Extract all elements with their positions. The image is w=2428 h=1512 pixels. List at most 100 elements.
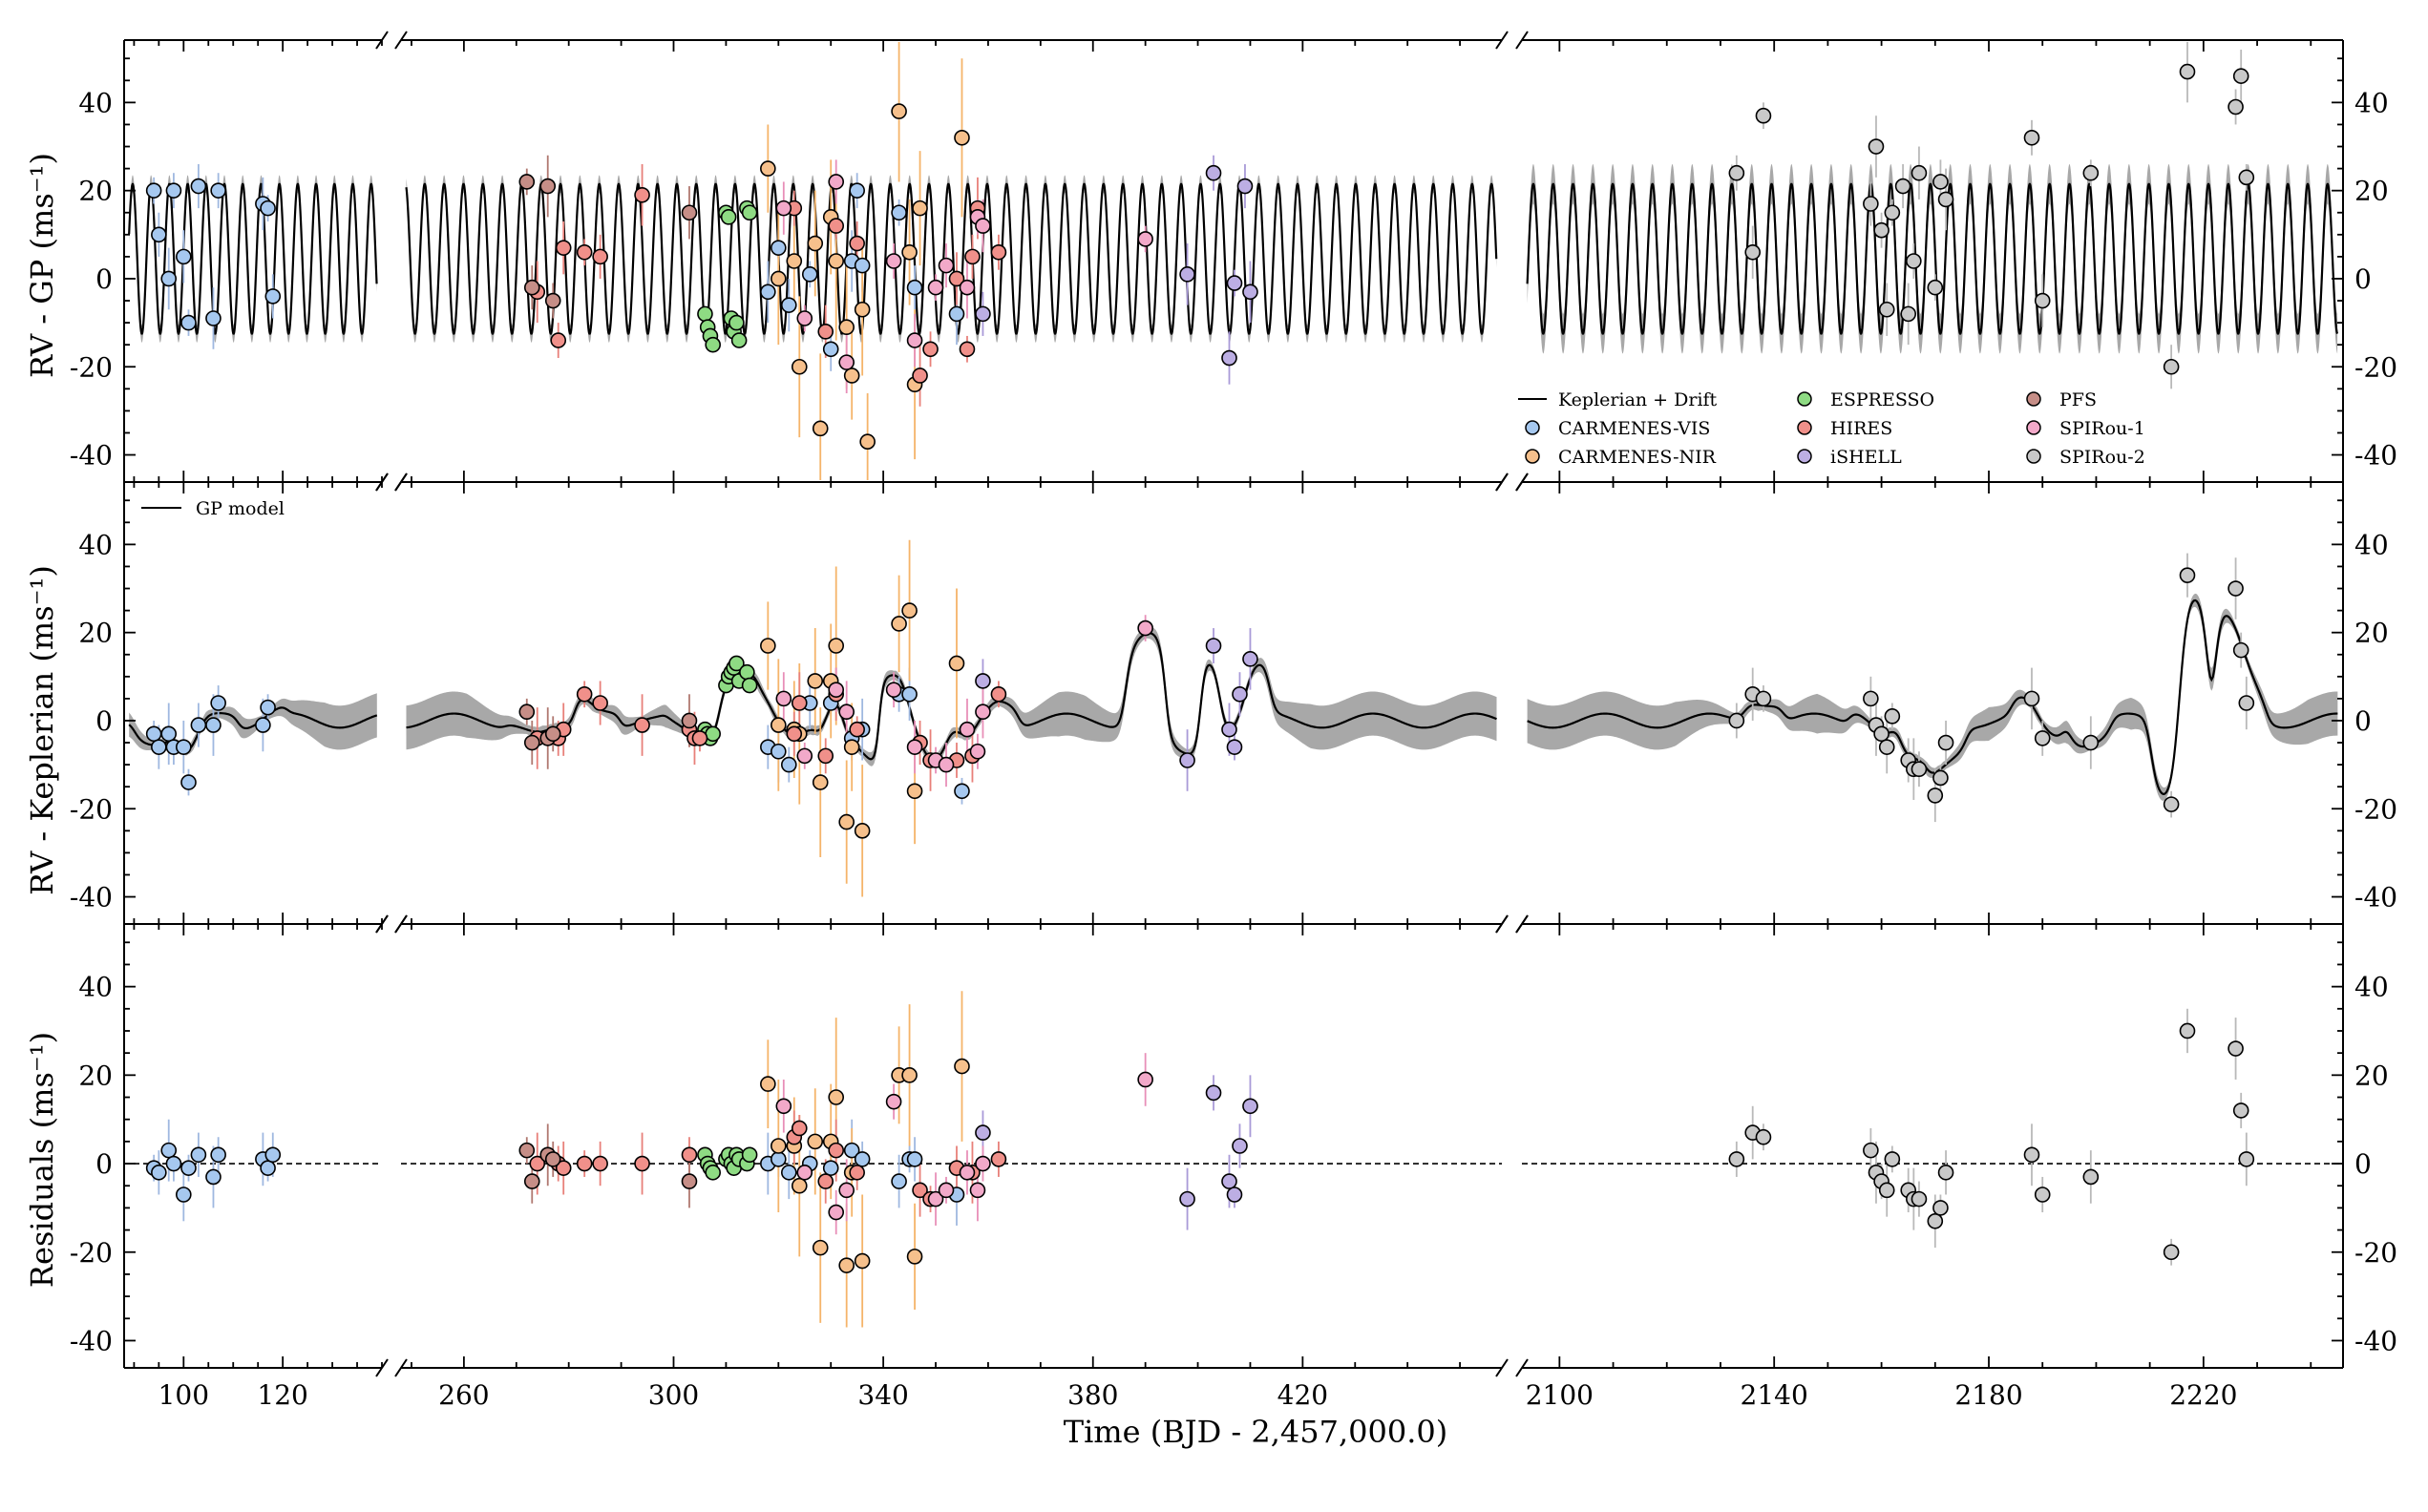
data-point bbox=[938, 756, 955, 773]
y-tick-label: 20 bbox=[2354, 176, 2389, 207]
x-tick-label: 260 bbox=[438, 1379, 489, 1411]
data-point bbox=[854, 1151, 871, 1167]
data-point bbox=[885, 682, 902, 698]
data-point bbox=[1205, 1084, 1222, 1102]
data-point bbox=[954, 1058, 970, 1075]
data-point bbox=[1242, 651, 1258, 667]
data-point bbox=[801, 266, 818, 283]
y-tick-label: 20 bbox=[2354, 1060, 2389, 1091]
data-point bbox=[885, 1093, 902, 1110]
data-point bbox=[634, 1155, 650, 1172]
data-point bbox=[771, 270, 787, 287]
data-point bbox=[828, 638, 845, 654]
data-point bbox=[544, 725, 561, 743]
data-point bbox=[1932, 769, 1949, 787]
data-point bbox=[780, 1165, 797, 1181]
data-point bbox=[165, 1155, 182, 1172]
data-point bbox=[1755, 690, 1772, 707]
data-point bbox=[180, 1160, 197, 1176]
y-tick-label: 0 bbox=[2354, 705, 2372, 737]
data-point bbox=[922, 341, 939, 358]
legend-marker bbox=[1797, 391, 1812, 407]
data-point bbox=[255, 717, 271, 733]
data-point bbox=[954, 783, 970, 800]
y-tick-label: 0 bbox=[2354, 263, 2372, 295]
data-point bbox=[2034, 1186, 2051, 1203]
data-point bbox=[1226, 275, 1243, 291]
axis-break-mark bbox=[1495, 914, 1509, 934]
data-point bbox=[1863, 196, 1879, 212]
data-point bbox=[728, 314, 745, 331]
data-point bbox=[264, 1146, 282, 1164]
data-point bbox=[854, 257, 871, 274]
axis-break-mark bbox=[1515, 914, 1529, 934]
legend-marker bbox=[2026, 391, 2041, 407]
data-point bbox=[2179, 567, 2196, 583]
data-point bbox=[885, 253, 902, 269]
data-point bbox=[523, 1173, 540, 1189]
data-point bbox=[205, 717, 222, 733]
data-point bbox=[176, 1186, 192, 1203]
data-point bbox=[791, 358, 808, 375]
data-point bbox=[145, 182, 162, 199]
data-point bbox=[838, 813, 855, 830]
data-point bbox=[151, 1165, 167, 1181]
data-point bbox=[697, 305, 713, 323]
data-point bbox=[160, 725, 178, 743]
data-point bbox=[681, 712, 698, 729]
axis-break-mark bbox=[394, 472, 408, 492]
data-point bbox=[160, 1142, 178, 1159]
data-point bbox=[705, 725, 721, 743]
data-point bbox=[210, 1146, 226, 1164]
data-point bbox=[2232, 68, 2249, 84]
x-axis-label: Time (BJD - 2,457,000.0) bbox=[1064, 1414, 1448, 1450]
data-point bbox=[705, 336, 721, 353]
axis-break-mark bbox=[1515, 31, 1529, 50]
data-point bbox=[859, 433, 876, 450]
x-tick-label: 2180 bbox=[1954, 1379, 2022, 1411]
axis-break-mark bbox=[394, 1358, 408, 1377]
data-point bbox=[518, 704, 536, 721]
data-point bbox=[260, 200, 276, 217]
data-point bbox=[817, 747, 834, 765]
legend-label: iSHELL bbox=[1830, 447, 1902, 468]
data-point bbox=[681, 204, 698, 221]
data-point bbox=[959, 341, 976, 358]
data-point bbox=[180, 774, 197, 790]
y-tick-label: 40 bbox=[78, 972, 113, 1003]
data-point bbox=[1937, 1165, 1954, 1181]
data-point bbox=[854, 1252, 871, 1270]
y-tick-label: -40 bbox=[2354, 440, 2397, 472]
data-point bbox=[1755, 1128, 1772, 1145]
y-tick-label: -20 bbox=[2354, 1237, 2397, 1269]
data-point bbox=[2227, 1040, 2244, 1057]
data-point bbox=[975, 305, 991, 323]
y-tick-label: -20 bbox=[70, 1237, 113, 1269]
y-tick-label: 20 bbox=[2354, 618, 2389, 649]
data-point bbox=[2034, 730, 2051, 746]
data-point bbox=[822, 1160, 839, 1176]
legend-marker bbox=[2026, 420, 2041, 435]
data-point-layer bbox=[145, 63, 2255, 1273]
data-point bbox=[1937, 734, 1954, 751]
data-point bbox=[975, 704, 991, 721]
data-point bbox=[205, 310, 222, 326]
x-tick-label: 380 bbox=[1067, 1379, 1118, 1411]
data-point bbox=[1242, 1098, 1258, 1115]
data-point bbox=[523, 734, 540, 751]
data-point bbox=[2082, 164, 2100, 181]
y-tick-label: -20 bbox=[70, 351, 113, 383]
data-point bbox=[838, 319, 855, 336]
data-point bbox=[151, 739, 167, 755]
data-point bbox=[190, 178, 207, 195]
data-point bbox=[1863, 690, 1879, 707]
data-point bbox=[1894, 178, 1911, 195]
data-point bbox=[1911, 1190, 1928, 1208]
data-point bbox=[838, 1257, 855, 1273]
data-point bbox=[2238, 169, 2255, 186]
data-point bbox=[760, 160, 776, 177]
data-point bbox=[576, 685, 593, 703]
data-point bbox=[576, 243, 593, 261]
gp-band-seg2 bbox=[1527, 593, 2338, 801]
data-point bbox=[1927, 1213, 1944, 1229]
